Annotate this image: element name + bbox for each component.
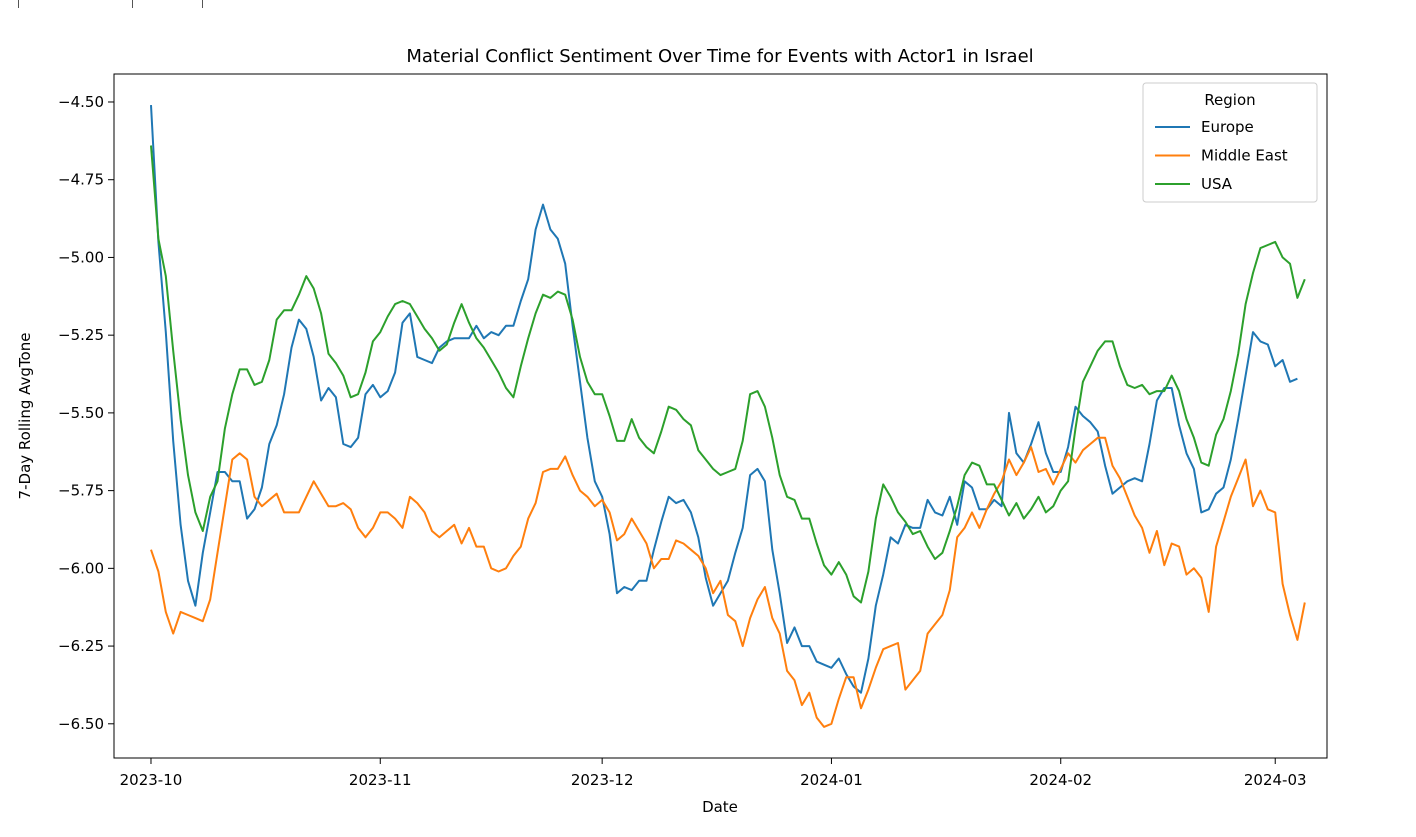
legend-label-2: USA [1201,175,1233,193]
legend-label-1: Middle East [1201,147,1288,165]
legend-frame [1142,82,1318,203]
y-tick-label-6: −6.00 [58,559,104,577]
y-tick-label-7: −6.25 [58,637,104,655]
series-line-middle-east [150,436,1306,728]
toolbar-tick-1 [18,0,19,8]
plot-area [113,73,1328,759]
series-group [150,105,1306,728]
series-line-usa [150,145,1306,604]
legend-label-0: Europe [1201,118,1254,136]
toolbar-tick-3 [202,0,203,8]
y-axis-title: 7-Day Rolling AvgTone [16,333,34,500]
plot-frame [113,73,1328,759]
y-tick-label-8: −6.50 [58,715,104,733]
y-tick-label-2: −5.00 [58,248,104,266]
y-tick-label-0: −4.50 [58,93,104,111]
series-line-europe [150,105,1298,694]
chart-title: Material Conflict Sentiment Over Time fo… [406,46,1033,67]
x-tick-label-1: 2023-11 [349,771,412,789]
y-tick-label-3: −5.25 [58,326,104,344]
x-tick-label-3: 2024-01 [800,771,863,789]
y-tick-label-1: −4.75 [58,171,104,189]
x-tick-label-5: 2024-03 [1244,771,1307,789]
x-tick-label-4: 2024-02 [1029,771,1092,789]
y-tick-label-4: −5.50 [58,404,104,422]
y-tick-label-5: −5.75 [58,482,104,500]
x-tick-label-0: 2023-10 [120,771,183,789]
x-axis-title: Date [702,798,738,816]
x-axis: 2023-10 2023-11 2023-12 2024-01 2024-02 2024-… [120,758,1307,789]
legend-title: Region [1204,91,1255,109]
y-axis: −4.50 −4.75 −5.00 −5.25 −5.50 −5.75 −6.00 −6.25… [58,93,114,733]
x-tick-label-2: 2023-12 [571,771,634,789]
toolbar-tick-2 [132,0,133,8]
legend: Region Europe Middle East USA [1142,82,1318,203]
